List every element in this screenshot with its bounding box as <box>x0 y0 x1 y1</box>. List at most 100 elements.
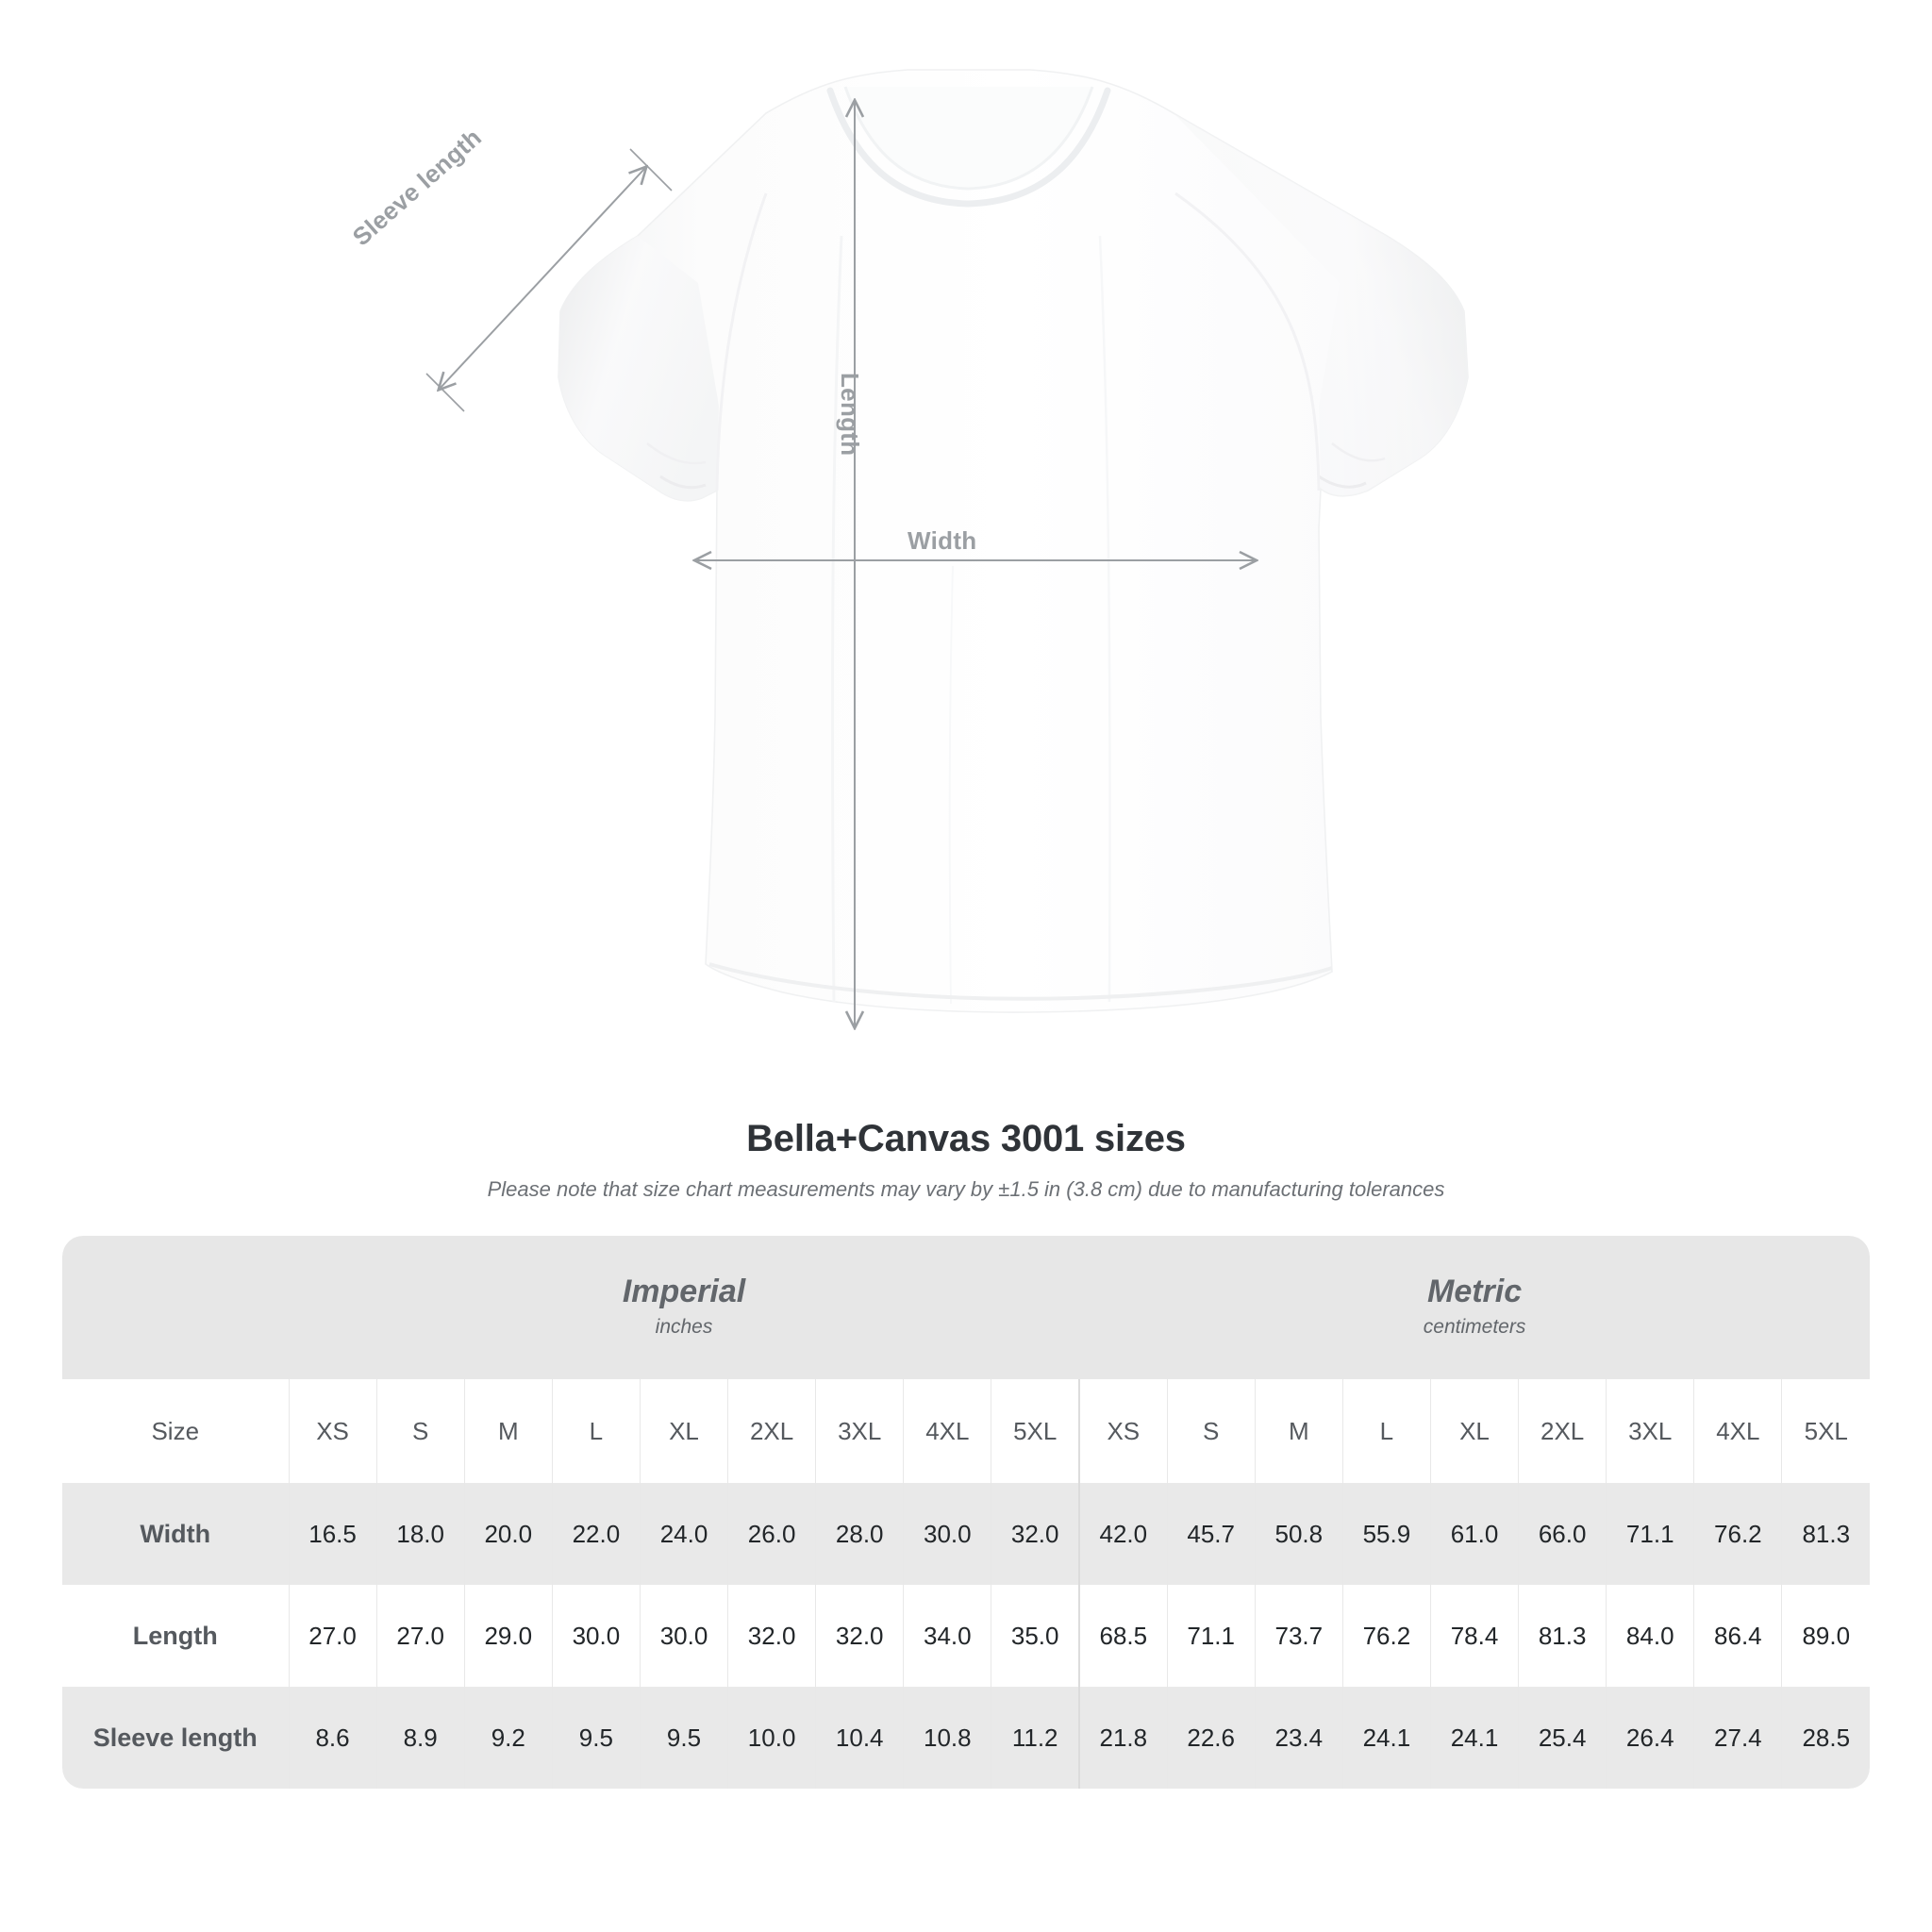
cell-width-metric-4xl: 76.2 <box>1693 1483 1782 1585</box>
unit-group-name: Metric <box>1427 1273 1523 1309</box>
tshirt-garment <box>558 69 1469 1013</box>
table-row: Sleeve length 8.6 8.9 9.2 9.5 9.5 10.0 10.4 10.8… <box>62 1687 1870 1789</box>
size-header-imperial-xl: XL <box>639 1379 728 1483</box>
cell-width-imperial-xl: 24.0 <box>639 1483 728 1585</box>
cell-sleeve-length-imperial-m: 9.2 <box>463 1687 553 1789</box>
cell-length-imperial-2xl: 32.0 <box>727 1585 816 1687</box>
cell-width-imperial-s: 18.0 <box>375 1483 465 1585</box>
cell-sleeve-length-imperial-l: 9.5 <box>551 1687 641 1789</box>
cell-length-imperial-3xl: 32.0 <box>815 1585 904 1687</box>
cell-length-metric-2xl: 81.3 <box>1518 1585 1607 1687</box>
size-header-metric-3xl: 3XL <box>1606 1379 1694 1483</box>
unit-group-row: Imperial inches Metric centimeters <box>62 1236 1870 1379</box>
measurement-lines <box>425 102 1255 1026</box>
cell-length-imperial-xs: 27.0 <box>288 1585 377 1687</box>
cell-length-imperial-xl: 30.0 <box>639 1585 728 1687</box>
row-label-width: Width <box>62 1483 289 1585</box>
width-label: Width <box>908 526 977 555</box>
size-header-imperial-4xl: 4XL <box>903 1379 991 1483</box>
size-header-imperial-2xl: 2XL <box>727 1379 816 1483</box>
cell-width-imperial-l: 22.0 <box>551 1483 641 1585</box>
size-chart-table-wrap: Imperial inches Metric centimeters Size XS S M L… <box>62 1236 1870 1789</box>
row-label-sleeve-length: Sleeve length <box>62 1687 289 1789</box>
table-row: Length 27.0 27.0 29.0 30.0 30.0 32.0 32.0 34.0 35… <box>62 1585 1870 1687</box>
cell-width-metric-l: 55.9 <box>1341 1483 1431 1585</box>
cell-width-imperial-4xl: 30.0 <box>903 1483 991 1585</box>
cell-length-metric-3xl: 84.0 <box>1606 1585 1694 1687</box>
cell-sleeve-length-imperial-3xl: 10.4 <box>815 1687 904 1789</box>
size-column-header: Size <box>62 1379 289 1483</box>
size-header-metric-l: L <box>1341 1379 1431 1483</box>
cell-sleeve-length-metric-5xl: 28.5 <box>1781 1687 1870 1789</box>
unit-group-metric: Metric centimeters <box>1079 1236 1870 1379</box>
cell-length-imperial-4xl: 34.0 <box>903 1585 991 1687</box>
cell-sleeve-length-metric-2xl: 25.4 <box>1518 1687 1607 1789</box>
cell-length-metric-l: 76.2 <box>1341 1585 1431 1687</box>
cell-sleeve-length-metric-3xl: 26.4 <box>1606 1687 1694 1789</box>
cell-length-metric-5xl: 89.0 <box>1781 1585 1870 1687</box>
sleeve-length-arrow <box>440 168 645 389</box>
unit-group-imperial: Imperial inches <box>289 1236 1080 1379</box>
size-header-metric-m: M <box>1254 1379 1343 1483</box>
cell-width-imperial-2xl: 26.0 <box>727 1483 816 1585</box>
unit-group-subtitle: inches <box>655 1316 713 1339</box>
cell-sleeve-length-metric-l: 24.1 <box>1341 1687 1431 1789</box>
cell-width-metric-s: 45.7 <box>1166 1483 1256 1585</box>
cell-sleeve-length-metric-4xl: 27.4 <box>1693 1687 1782 1789</box>
size-header-imperial-s: S <box>375 1379 465 1483</box>
cell-sleeve-length-imperial-s: 8.9 <box>375 1687 465 1789</box>
cell-width-metric-2xl: 66.0 <box>1518 1483 1607 1585</box>
size-header-metric-xl: XL <box>1429 1379 1519 1483</box>
unit-row-spacer <box>62 1236 289 1379</box>
size-header-metric-4xl: 4XL <box>1693 1379 1782 1483</box>
cell-width-imperial-3xl: 28.0 <box>815 1483 904 1585</box>
cell-width-imperial-m: 20.0 <box>463 1483 553 1585</box>
cell-length-metric-m: 73.7 <box>1254 1585 1343 1687</box>
size-header-imperial-3xl: 3XL <box>815 1379 904 1483</box>
tolerance-note: Please note that size chart measurements… <box>487 1177 1445 1201</box>
cell-sleeve-length-metric-xl: 24.1 <box>1429 1687 1519 1789</box>
cell-width-metric-5xl: 81.3 <box>1781 1483 1870 1585</box>
size-header-metric-5xl: 5XL <box>1781 1379 1870 1483</box>
size-header-row: Size XS S M L XL 2XL 3XL 4XL 5XL XS S M L XL 2XL 3XL 4XL 5… <box>62 1379 1870 1483</box>
size-header-metric-s: S <box>1166 1379 1256 1483</box>
size-header-imperial-xs: XS <box>288 1379 377 1483</box>
tshirt-illustration: Sleeve length Length Width <box>347 69 1469 1108</box>
row-label-length: Length <box>62 1585 289 1687</box>
cell-width-metric-3xl: 71.1 <box>1606 1483 1694 1585</box>
length-label: Length <box>836 373 864 457</box>
cell-sleeve-length-metric-xs: 21.8 <box>1078 1687 1168 1789</box>
cell-sleeve-length-metric-s: 22.6 <box>1166 1687 1256 1789</box>
page-title: Bella+Canvas 3001 sizes <box>746 1118 1186 1159</box>
cell-length-metric-4xl: 86.4 <box>1693 1585 1782 1687</box>
cell-width-imperial-5xl: 32.0 <box>991 1483 1080 1585</box>
cell-sleeve-length-imperial-2xl: 10.0 <box>727 1687 816 1789</box>
cell-length-imperial-s: 27.0 <box>375 1585 465 1687</box>
cell-length-metric-xl: 78.4 <box>1429 1585 1519 1687</box>
cell-width-imperial-xs: 16.5 <box>288 1483 377 1585</box>
cell-sleeve-length-imperial-4xl: 10.8 <box>903 1687 991 1789</box>
sleeve-tick-top <box>629 148 673 192</box>
size-header-imperial-l: L <box>551 1379 641 1483</box>
cell-width-metric-xl: 61.0 <box>1429 1483 1519 1585</box>
cell-length-imperial-5xl: 35.0 <box>991 1585 1080 1687</box>
cell-width-metric-m: 50.8 <box>1254 1483 1343 1585</box>
cell-sleeve-length-imperial-5xl: 11.2 <box>991 1687 1080 1789</box>
cell-sleeve-length-imperial-xs: 8.6 <box>288 1687 377 1789</box>
cell-sleeve-length-imperial-xl: 9.5 <box>639 1687 728 1789</box>
tshirt-diagram-svg <box>425 69 1469 1108</box>
size-chart-table: Imperial inches Metric centimeters Size XS S M L… <box>62 1236 1870 1789</box>
cell-length-imperial-m: 29.0 <box>463 1585 553 1687</box>
size-header-metric-2xl: 2XL <box>1518 1379 1607 1483</box>
cell-sleeve-length-metric-m: 23.4 <box>1254 1687 1343 1789</box>
chart-heading: Bella+Canvas 3001 sizes Please note that… <box>0 1118 1932 1202</box>
cell-length-metric-s: 71.1 <box>1166 1585 1256 1687</box>
cell-width-metric-xs: 42.0 <box>1078 1483 1168 1585</box>
unit-group-subtitle: centimeters <box>1423 1316 1526 1339</box>
size-header-imperial-5xl: 5XL <box>991 1379 1080 1483</box>
size-header-imperial-m: M <box>463 1379 553 1483</box>
sleeve-tick-bottom <box>425 373 465 412</box>
table-row: Width 16.5 18.0 20.0 22.0 24.0 26.0 28.0 30.0 32.… <box>62 1483 1870 1585</box>
cell-length-metric-xs: 68.5 <box>1078 1585 1168 1687</box>
unit-group-name: Imperial <box>622 1273 746 1309</box>
